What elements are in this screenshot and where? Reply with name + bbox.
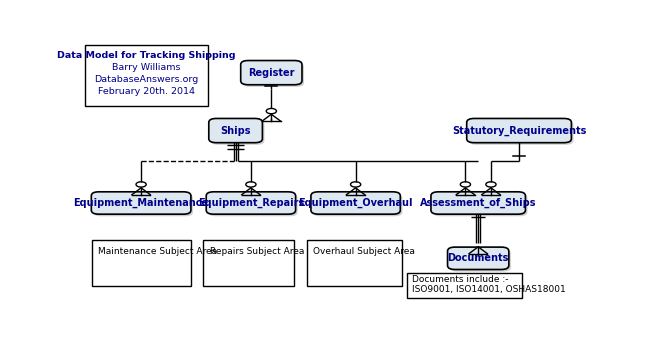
Text: DatabaseAnswers.org: DatabaseAnswers.org bbox=[94, 75, 198, 84]
Bar bbox=[92, 240, 191, 286]
FancyBboxPatch shape bbox=[211, 121, 264, 145]
FancyBboxPatch shape bbox=[313, 194, 403, 216]
Text: Maintenance Subject Area: Maintenance Subject Area bbox=[98, 247, 217, 256]
FancyBboxPatch shape bbox=[447, 247, 509, 269]
FancyBboxPatch shape bbox=[209, 118, 262, 143]
FancyBboxPatch shape bbox=[433, 194, 527, 216]
Bar bbox=[85, 45, 208, 106]
Text: Statutory_Requirements: Statutory_Requirements bbox=[452, 126, 587, 136]
Text: Equipment_Repairs: Equipment_Repairs bbox=[198, 198, 304, 208]
Text: Assessment_of_Ships: Assessment_of_Ships bbox=[420, 198, 536, 208]
Text: Documents include :-: Documents include :- bbox=[413, 275, 509, 285]
FancyBboxPatch shape bbox=[94, 194, 193, 216]
Text: February 20th. 2014: February 20th. 2014 bbox=[98, 87, 194, 96]
FancyBboxPatch shape bbox=[469, 121, 573, 145]
Text: Equipment_Maintenance: Equipment_Maintenance bbox=[74, 198, 209, 208]
FancyBboxPatch shape bbox=[467, 118, 571, 143]
Text: Barry Williams: Barry Williams bbox=[112, 63, 181, 72]
FancyBboxPatch shape bbox=[311, 192, 400, 214]
Text: Register: Register bbox=[248, 68, 295, 78]
FancyBboxPatch shape bbox=[92, 192, 191, 214]
Bar bbox=[204, 240, 294, 286]
Text: Data Model for Tracking Shipping: Data Model for Tracking Shipping bbox=[57, 51, 235, 60]
Bar bbox=[407, 273, 522, 298]
Text: Repairs Subject Area: Repairs Subject Area bbox=[210, 247, 304, 256]
Bar bbox=[307, 240, 401, 286]
Text: Equipment_Overhaul: Equipment_Overhaul bbox=[299, 198, 413, 208]
FancyBboxPatch shape bbox=[208, 194, 298, 216]
FancyBboxPatch shape bbox=[431, 192, 525, 214]
Text: Documents: Documents bbox=[447, 253, 509, 263]
FancyBboxPatch shape bbox=[241, 61, 302, 85]
FancyBboxPatch shape bbox=[449, 249, 511, 272]
Text: Overhaul Subject Area: Overhaul Subject Area bbox=[313, 247, 415, 256]
Text: ISO9001, ISO14001, OSHAS18001: ISO9001, ISO14001, OSHAS18001 bbox=[413, 285, 566, 294]
Text: Ships: Ships bbox=[220, 126, 251, 135]
FancyBboxPatch shape bbox=[243, 63, 304, 87]
FancyBboxPatch shape bbox=[206, 192, 296, 214]
